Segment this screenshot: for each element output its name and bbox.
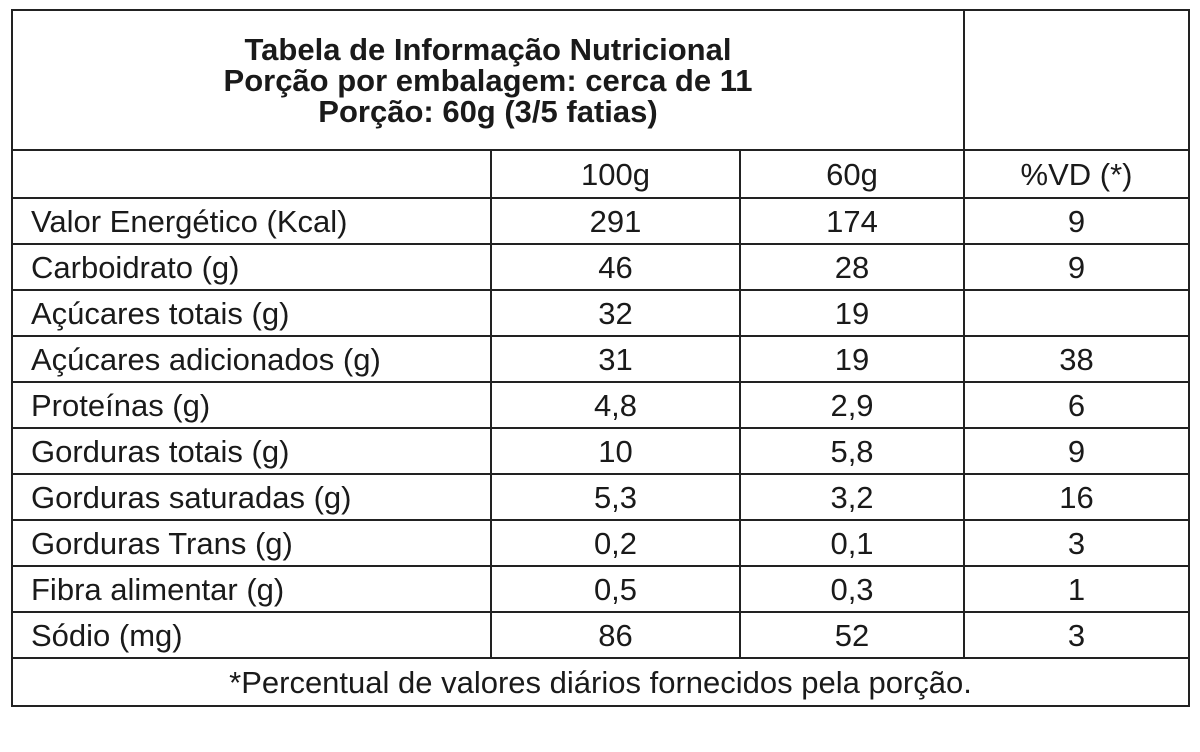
value-100g: 32 [490,289,741,337]
nutrition-table-wrapper: Tabela de Informação Nutricional Porção … [10,9,1191,707]
nutrient-label: Açúcares totais (g) [11,289,492,337]
value-60g: 19 [738,289,966,337]
value-dv: 38 [963,335,1191,383]
value-100g: 86 [490,611,741,659]
value-60g: 2,9 [738,381,966,429]
table-row: Carboidrato (g) 46 28 9 [11,243,1191,291]
value-100g: 46 [490,243,741,291]
table-row: Sódio (mg) 86 52 3 [11,611,1191,659]
column-header-60g: 60g [738,149,966,199]
value-60g: 28 [738,243,966,291]
value-dv: 6 [963,381,1191,429]
footnote-row: *Percentual de valores diários fornecido… [10,657,1191,707]
value-100g: 10 [490,427,741,475]
nutrient-label: Fibra alimentar (g) [11,565,492,613]
column-header-empty [11,149,492,199]
servings-per-package: Porção por embalagem: cerca de 11 [223,62,753,98]
nutrient-label: Proteínas (g) [11,381,492,429]
value-60g: 3,2 [738,473,966,521]
value-60g: 174 [738,197,966,245]
value-60g: 5,8 [738,427,966,475]
table-row: Valor Energético (Kcal) 291 174 9 [11,197,1191,245]
column-header-100g: 100g [490,149,741,199]
value-dv: 1 [963,565,1191,613]
table-row: Gorduras Trans (g) 0,2 0,1 3 [11,519,1191,567]
nutrient-label: Açúcares adicionados (g) [11,335,492,383]
value-100g: 291 [490,197,741,245]
nutrient-label: Gorduras saturadas (g) [11,473,492,521]
value-100g: 0,2 [490,519,741,567]
column-header-row: 100g 60g %VD (*) [11,149,1191,199]
value-60g: 0,3 [738,565,966,613]
value-60g: 19 [738,335,966,383]
value-100g: 4,8 [490,381,741,429]
table-row: Açúcares adicionados (g) 31 19 38 [11,335,1191,383]
value-60g: 0,1 [738,519,966,567]
nutrient-label: Sódio (mg) [11,611,492,659]
nutrient-label: Valor Energético (Kcal) [11,197,492,245]
table-row: Gorduras totais (g) 10 5,8 9 [11,427,1191,475]
value-dv: 9 [963,197,1191,245]
header-empty-cell [963,9,1191,151]
value-100g: 0,5 [490,565,741,613]
table-row: Gorduras saturadas (g) 5,3 3,2 16 [11,473,1191,521]
nutrient-label: Carboidrato (g) [11,243,492,291]
value-dv: 9 [963,427,1191,475]
table-row: Proteínas (g) 4,8 2,9 6 [11,381,1191,429]
nutrition-facts-table: Tabela de Informação Nutricional Porção … [10,9,1191,707]
nutrient-label: Gorduras totais (g) [11,427,492,475]
value-dv: 16 [963,473,1191,521]
value-100g: 31 [490,335,741,383]
value-dv [963,289,1191,337]
nutrient-label: Gorduras Trans (g) [11,519,492,567]
table-header-row: Tabela de Informação Nutricional Porção … [10,9,1191,151]
table-title-cell: Tabela de Informação Nutricional Porção … [10,9,966,151]
column-header-dv: %VD (*) [963,149,1191,199]
value-dv: 3 [963,611,1191,659]
value-100g: 5,3 [490,473,741,521]
value-dv: 9 [963,243,1191,291]
table-row: Fibra alimentar (g) 0,5 0,3 1 [11,565,1191,613]
value-dv: 3 [963,519,1191,567]
footnote: *Percentual de valores diários fornecido… [10,657,1191,707]
portion-size: Porção: 60g (3/5 fatias) [318,93,658,129]
value-60g: 52 [738,611,966,659]
table-title: Tabela de Informação Nutricional [244,31,732,67]
table-row: Açúcares totais (g) 32 19 [11,289,1191,337]
